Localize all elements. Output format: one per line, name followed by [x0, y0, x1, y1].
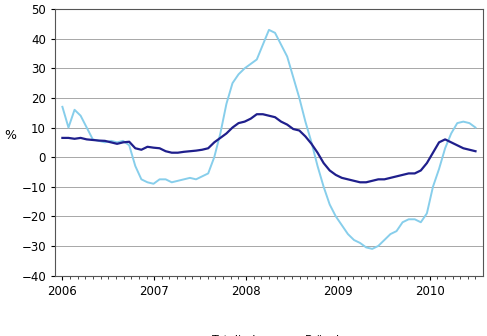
Y-axis label: %: % — [4, 129, 16, 142]
Legend: Totalindex, Bränslen: Totalindex, Bränslen — [179, 331, 358, 336]
